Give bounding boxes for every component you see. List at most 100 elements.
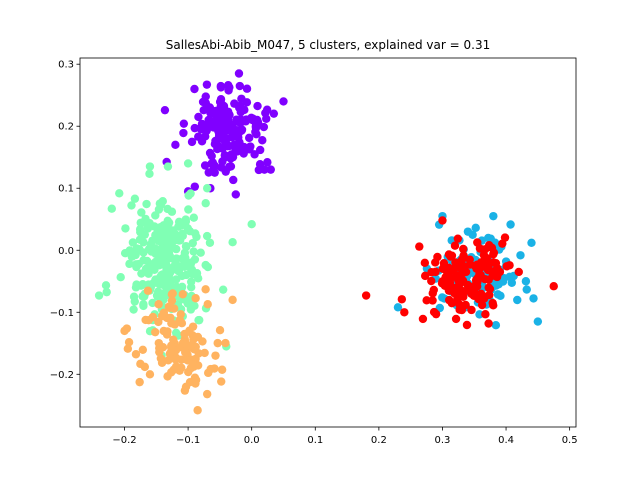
data-point [241,117,250,126]
data-point [203,262,213,272]
data-point [125,259,134,269]
data-point [178,290,187,299]
data-point [164,278,173,288]
series-0 [160,69,288,199]
data-point [172,275,181,284]
data-point [247,220,256,229]
data-point [139,301,148,311]
data-point [130,194,140,203]
x-tick-label: 0.1 [307,435,323,446]
data-point [129,305,138,314]
data-point [235,103,244,113]
data-point [452,283,462,292]
data-point [148,312,158,322]
data-point [196,248,205,257]
data-point [211,351,220,360]
data-point [143,286,153,295]
data-point [444,286,454,295]
data-point [131,350,141,359]
data-point [197,137,207,146]
data-point [137,208,146,217]
data-point [473,238,482,247]
data-point [102,287,111,297]
data-point [481,310,490,319]
data-point [164,302,174,311]
data-point [188,238,197,248]
data-point [153,256,163,265]
x-tick-label: 0.3 [435,435,451,446]
data-point [188,270,197,279]
x-tick-label: 0.5 [562,435,578,446]
data-point [223,112,233,121]
data-point [211,136,220,146]
data-point [453,234,463,243]
data-point [186,305,196,314]
data-point [138,292,147,301]
data-point [246,142,255,151]
data-point [216,120,225,130]
data-point [171,140,180,150]
x-tick-label: −0.2 [112,435,136,446]
data-point [165,349,175,358]
data-point [489,211,498,221]
data-point [260,165,269,174]
data-point [153,291,163,300]
data-point [516,251,525,260]
data-point [208,109,217,118]
data-point [156,223,165,232]
data-point [207,159,216,168]
data-point [107,204,116,213]
data-point [235,81,245,91]
data-point [140,230,150,239]
data-point [145,370,155,379]
plot-frame [79,57,577,428]
data-point [428,289,437,298]
data-point [200,161,210,170]
data-point [428,296,437,305]
data-point [420,258,430,268]
data-point [186,341,196,350]
data-point [174,236,184,245]
series-4 [361,216,558,330]
data-point [484,319,493,328]
data-point [459,292,468,302]
data-point [549,282,558,291]
data-point [123,344,133,353]
data-point [171,353,181,362]
y-tick-label: 0.2 [58,122,74,133]
data-point [158,245,167,254]
data-point [184,191,193,200]
data-point [427,268,436,277]
data-point [121,224,130,233]
data-point [94,291,104,300]
data-point [242,84,252,93]
data-point [145,162,155,171]
data-point [397,295,407,304]
data-point [156,272,165,282]
data-point [203,368,213,378]
data-point [115,189,124,198]
data-point [231,190,240,199]
data-point [228,295,237,305]
y-tick-label: 0.0 [58,246,74,257]
data-point [438,216,447,225]
data-point [459,251,468,260]
data-point [244,133,254,143]
data-point [420,271,430,281]
data-point [203,300,212,309]
data-point [142,199,151,209]
data-point [226,120,235,129]
data-point [197,119,207,129]
data-point [266,165,275,174]
series-3 [120,285,237,415]
data-point [487,243,497,253]
data-point [160,258,170,267]
data-point [229,175,238,185]
data-point [422,296,431,305]
data-point [533,317,543,326]
data-point [210,168,219,177]
data-point [154,205,164,214]
data-point [225,162,234,172]
